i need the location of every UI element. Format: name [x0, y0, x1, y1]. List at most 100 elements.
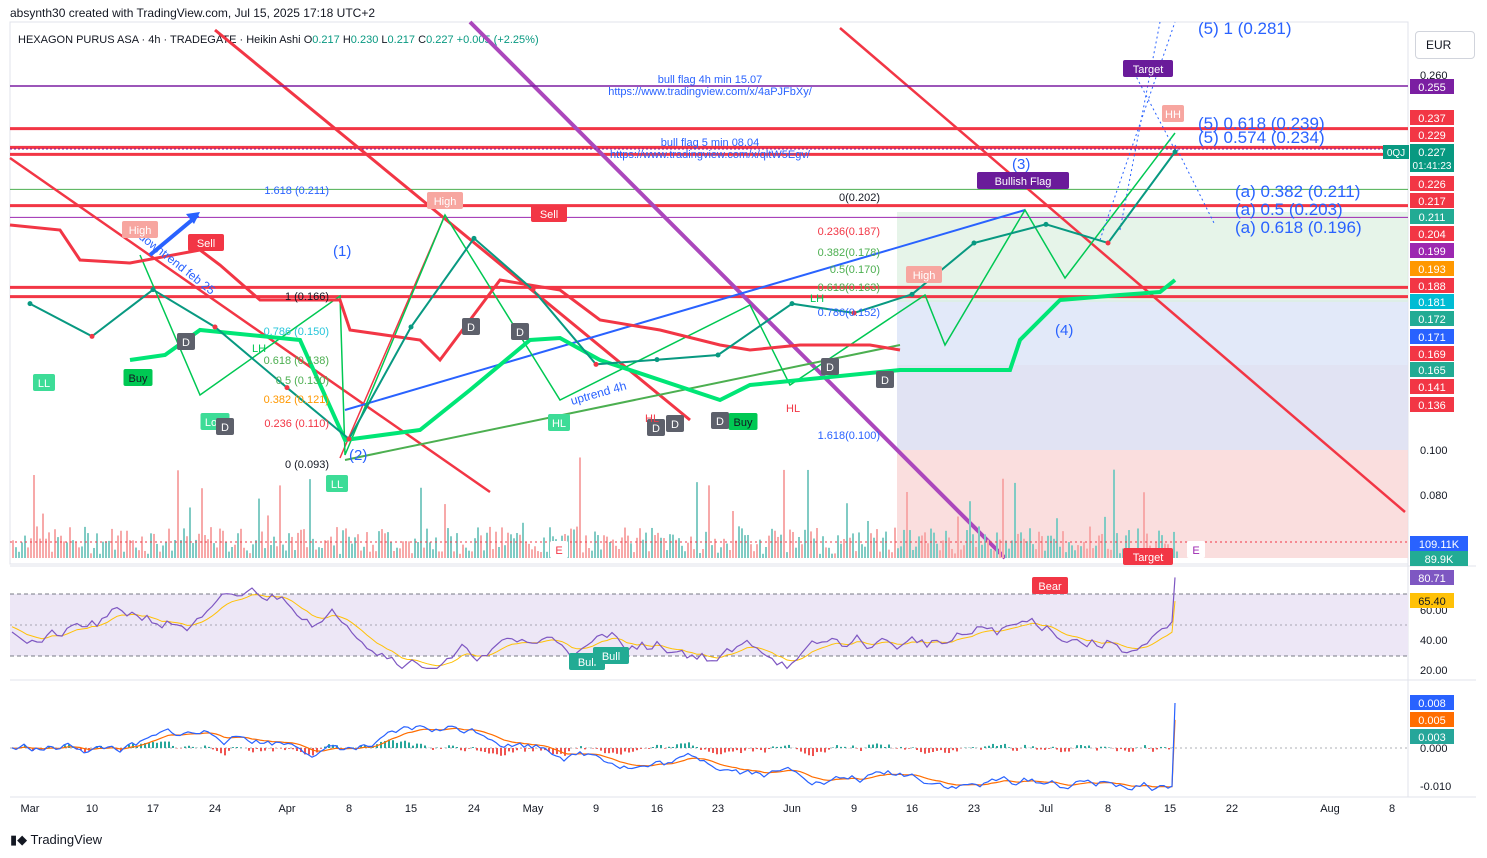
volume-bar	[645, 532, 647, 558]
rsi-band	[10, 594, 1408, 656]
macd-histogram-bar	[808, 748, 810, 756]
macd-histogram-bar	[128, 744, 130, 748]
volume-bar	[915, 546, 917, 558]
volume-bar	[501, 527, 503, 558]
macd-histogram-bar	[240, 747, 242, 748]
volume-bar	[414, 538, 416, 558]
sell-tag-1-text: Sell	[540, 209, 558, 221]
volume-bar	[783, 469, 785, 558]
macd-histogram-bar	[1100, 746, 1102, 748]
macd-badge-text: 0.008	[1418, 698, 1446, 710]
price-badge	[1410, 110, 1454, 125]
volume-bar	[870, 533, 872, 558]
macd-histogram-bar	[708, 748, 710, 752]
macd-histogram-bar	[636, 748, 638, 751]
macd-histogram-bar	[656, 744, 658, 748]
bull-flag-4h-url[interactable]: https://www.tradingview.com/x/4aPJFbXy/	[608, 86, 813, 98]
volume-bar	[771, 528, 773, 558]
volume-bar	[447, 528, 449, 558]
volume-bar	[138, 550, 140, 558]
volume-bar	[213, 543, 215, 558]
macd-histogram-bar	[1160, 746, 1162, 748]
volume-bar	[570, 528, 572, 558]
macd-histogram-bar	[132, 743, 134, 748]
volume-bar	[1047, 535, 1049, 558]
volume-bar	[51, 551, 53, 558]
volume-bar	[48, 532, 50, 558]
volume-bar	[117, 535, 119, 558]
volume-bar	[114, 549, 116, 558]
volume-bar	[384, 533, 386, 558]
volume-bar	[183, 528, 185, 558]
macd-histogram-bar	[1096, 748, 1098, 751]
volume-bar	[69, 527, 71, 558]
currency-selector[interactable]: EUR	[1415, 31, 1475, 59]
macd-histogram-bar	[760, 748, 762, 751]
ll-tag-1	[33, 374, 55, 391]
macd-histogram-bar	[252, 748, 254, 753]
macd-histogram-bar	[112, 746, 114, 748]
volume-bar	[165, 541, 167, 558]
volume-bar	[555, 539, 557, 558]
volume-bar	[984, 534, 986, 558]
macd-histogram-bar	[672, 746, 674, 748]
price-tick: 0.260	[1420, 70, 1448, 82]
macd-histogram-bar	[136, 746, 138, 748]
macd-histogram-bar	[1104, 746, 1106, 748]
volume-bar	[186, 536, 188, 558]
macd-histogram-bar	[1012, 748, 1014, 751]
volume-bar	[726, 543, 728, 558]
volume-bar	[567, 535, 569, 558]
volume-bar	[846, 503, 848, 558]
volume-bar	[534, 546, 536, 558]
macd-histogram-bar	[944, 748, 946, 753]
macd-histogram-bar	[936, 748, 938, 751]
volume-bar	[1035, 549, 1037, 558]
volume-bar	[471, 551, 473, 558]
bull-flag-5m-label: bull flag 5 min 08.04	[661, 137, 759, 149]
macd-histogram-bar	[288, 748, 290, 749]
volume-bar	[24, 535, 26, 558]
volume-bar	[906, 491, 908, 558]
divergence-tag-1-text: D	[467, 322, 475, 334]
macd-histogram-bar	[828, 748, 830, 750]
volume-bar	[921, 535, 923, 558]
volume-bar	[669, 534, 671, 558]
time-tick: Mar	[21, 803, 40, 815]
volume-bar	[189, 507, 191, 558]
hl-text-2: HL	[645, 413, 659, 425]
macd-histogram-bar	[468, 748, 470, 749]
volume-bar	[366, 532, 368, 558]
macd-histogram-bar	[1076, 745, 1078, 748]
macd-histogram-bar	[1088, 745, 1090, 748]
volume-bar	[330, 536, 332, 558]
macd-histogram-bar	[932, 748, 934, 753]
bull-flag-5m-url[interactable]: https://www.tradingview.com/x/qltW5Egv/	[610, 149, 811, 161]
volume-bar	[1104, 516, 1106, 558]
macd-histogram-bar	[896, 748, 898, 749]
macd-histogram-bar	[612, 748, 614, 753]
price-badge	[1410, 362, 1454, 377]
macd-histogram-bar	[888, 744, 890, 748]
ohlc-change: +0.005 (+2.25%)	[456, 34, 539, 46]
macd-histogram-bar	[212, 748, 214, 750]
volume-bar	[105, 541, 107, 558]
volume-bar	[381, 529, 383, 558]
volume-bar	[564, 534, 566, 558]
volume-bar	[87, 533, 89, 558]
macd-histogram-bar	[544, 748, 546, 751]
volume-bar	[168, 528, 170, 558]
volume-bar	[522, 522, 524, 558]
macd-histogram-bar	[980, 748, 982, 750]
volume-bar	[144, 550, 146, 558]
price-badge-text: 0.169	[1418, 349, 1446, 361]
time-tick: 16	[906, 803, 918, 815]
macd-histogram-bar	[988, 745, 990, 748]
volume-bar	[918, 536, 920, 558]
volume-bar	[513, 538, 515, 558]
macd-histogram-bar	[356, 748, 358, 749]
volume-bar	[504, 545, 506, 558]
volume-bar	[264, 548, 266, 558]
time-tick: 10	[86, 803, 98, 815]
